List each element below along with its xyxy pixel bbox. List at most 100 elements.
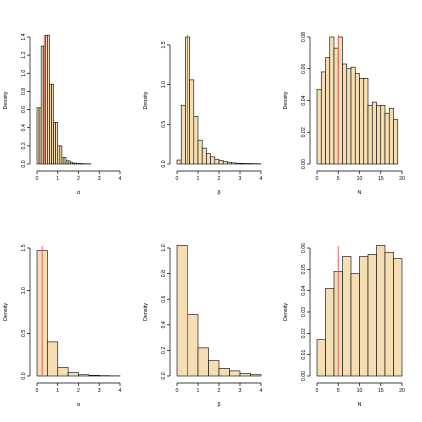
x-tick-label: 1: [197, 176, 200, 182]
x-axis-title: N: [358, 402, 362, 408]
x-tick-label: 4: [260, 176, 263, 182]
y-tick-label: 0.0: [161, 372, 167, 379]
histogram-bar: [316, 339, 326, 377]
histogram-bar: [208, 360, 220, 377]
histogram-bar: [342, 63, 348, 165]
histogram-bar: [49, 83, 52, 165]
histogram-bar: [74, 162, 77, 165]
y-tick-label: 0.5: [21, 330, 27, 337]
x-tick-label: 2: [218, 176, 221, 182]
histogram-bar: [57, 145, 61, 165]
x-tick-label: 3: [98, 388, 101, 394]
histogram-bar: [65, 160, 69, 165]
chart-panel-1: 0 1 2 3 4 0.0 0.2 0.4 0.6 0.8 1.0 1.2 1.4 α Density: [3, 33, 122, 196]
histogram-bar: [239, 163, 245, 165]
y-axis-title: Density: [283, 303, 289, 321]
y-tick-label: 0.05: [301, 264, 307, 274]
x-axis-title: β: [217, 190, 220, 196]
histogram-bar: [197, 347, 209, 377]
histogram-bar: [350, 66, 356, 165]
histogram-bar: [359, 77, 365, 165]
y-tick-label: 0.02: [301, 127, 307, 137]
histogram-bar: [69, 161, 73, 165]
histogram-bar: [176, 159, 182, 165]
y-tick-label: 0.6: [21, 106, 27, 113]
y-tick-label: 0.0: [21, 160, 27, 167]
histogram-bar: [197, 139, 203, 165]
x-tick-label: 0: [316, 176, 319, 182]
histogram-bar: [47, 341, 59, 377]
histogram-bar: [333, 47, 339, 165]
histogram-bar: [189, 79, 195, 165]
histogram-bar: [239, 373, 251, 377]
histogram-bar: [61, 157, 65, 165]
histogram-bar: [63, 157, 67, 165]
histogram-bar: [354, 73, 360, 165]
x-tick-label: 5: [337, 176, 340, 182]
histogram-bar: [218, 368, 230, 377]
histogram-bar: [53, 121, 56, 165]
y-tick-label: 0.4: [21, 124, 27, 131]
y-tick-label: 0.04: [301, 95, 307, 105]
y-tick-label: 0.08: [301, 32, 307, 42]
histogram-bar: [71, 162, 75, 165]
histogram-bar: [320, 71, 326, 165]
y-tick-label: 0.0: [21, 372, 27, 379]
histogram-bar: [346, 68, 352, 165]
histogram-bar: [393, 119, 399, 165]
x-tick-label: 2: [77, 388, 80, 394]
histogram-bar: [59, 145, 63, 165]
x-tick-label: 20: [399, 176, 405, 182]
histogram-bar: [227, 162, 232, 165]
x-tick-label: 5: [337, 388, 340, 394]
y-tick-label: 0.00: [301, 159, 307, 169]
y-tick-label: 0.4: [161, 321, 167, 328]
x-tick-label: 0: [176, 176, 179, 182]
x-tick-label: 15: [378, 388, 384, 394]
histogram-bar: [363, 77, 369, 165]
histogram-bar: [376, 104, 382, 165]
histogram-bar: [393, 258, 403, 377]
histogram-bar: [235, 162, 241, 165]
histogram-bar: [325, 57, 331, 165]
y-tick-label: 0.6: [161, 295, 167, 302]
histogram-bar: [40, 45, 44, 165]
histogram-bar: [88, 375, 100, 377]
histogram-bar: [337, 36, 343, 165]
histogram-bar: [229, 370, 241, 377]
x-tick-label: 0: [36, 176, 39, 182]
histogram-bar: [187, 314, 199, 377]
histogram-bar: [325, 288, 335, 377]
histogram-bar: [380, 104, 386, 165]
y-tick-label: 1.0: [21, 287, 27, 294]
x-tick-label: 15: [378, 176, 384, 182]
histogram-bar: [388, 108, 394, 165]
y-tick-label: 0.06: [301, 64, 307, 74]
histogram-bar: [47, 34, 50, 165]
histogram-bar: [376, 245, 386, 377]
x-tick-label: 0: [316, 388, 319, 394]
x-tick-label: 2: [77, 176, 80, 182]
x-tick-label: 2: [218, 388, 221, 394]
histogram-bar: [367, 254, 377, 377]
histogram-bar: [316, 89, 322, 165]
x-tick-label: 10: [357, 388, 363, 394]
y-tick-label: 0.2: [161, 347, 167, 354]
histogram-bar: [342, 256, 352, 377]
chart-panel-6: 0 5 10 15 20 0.00 0.01 0.02 0.03 0.04 0.05 0.06 N Den…: [283, 243, 405, 408]
y-tick-label: 1.0: [161, 244, 167, 251]
y-tick-label: 1.0: [161, 81, 167, 88]
y-tick-label: 0.8: [21, 88, 27, 95]
histogram-bar: [359, 256, 369, 377]
chart-panel-3: 0 5 10 15 20 0.00 0.02 0.04 0.06 0.08 N Density: [283, 32, 405, 196]
x-tick-label: 1: [56, 388, 59, 394]
histogram-bar: [180, 104, 186, 165]
x-axis-title: β: [217, 402, 220, 408]
x-tick-label: 10: [357, 176, 363, 182]
x-axis-title: α: [77, 402, 80, 408]
x-tick-label: 4: [119, 388, 122, 394]
chart-panel-5: 0 1 2 3 4 0.0 0.2 0.4 0.6 0.8 1.0 β Density: [143, 244, 263, 408]
x-tick-label: 0: [36, 388, 39, 394]
y-tick-label: 1.4: [21, 33, 27, 40]
